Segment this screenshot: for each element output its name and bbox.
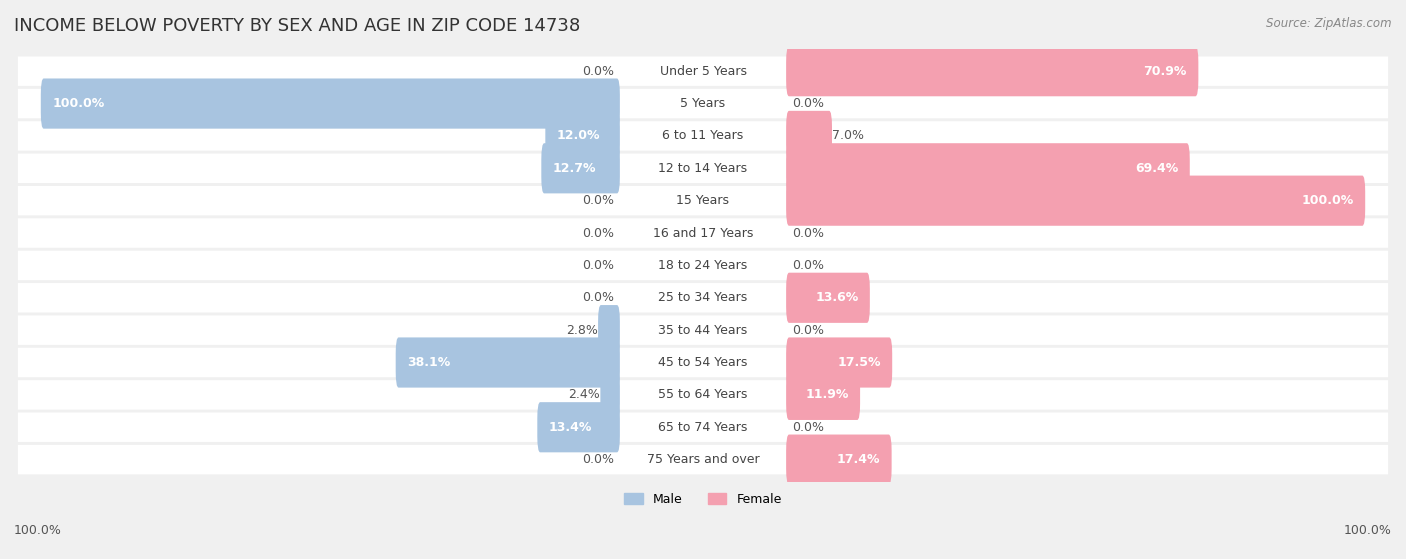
FancyBboxPatch shape xyxy=(41,78,620,129)
FancyBboxPatch shape xyxy=(18,219,1388,248)
Text: 100.0%: 100.0% xyxy=(1344,524,1392,537)
Text: 12 to 14 Years: 12 to 14 Years xyxy=(658,162,748,175)
Text: 17.4%: 17.4% xyxy=(837,453,880,466)
Text: 12.7%: 12.7% xyxy=(553,162,596,175)
Text: 0.0%: 0.0% xyxy=(582,226,614,240)
FancyBboxPatch shape xyxy=(18,348,1388,377)
Text: 13.4%: 13.4% xyxy=(548,421,592,434)
Text: 15 Years: 15 Years xyxy=(676,194,730,207)
FancyBboxPatch shape xyxy=(18,283,1388,312)
Text: 0.0%: 0.0% xyxy=(792,226,824,240)
FancyBboxPatch shape xyxy=(786,434,891,485)
FancyBboxPatch shape xyxy=(786,143,1189,193)
Text: 70.9%: 70.9% xyxy=(1143,65,1187,78)
FancyBboxPatch shape xyxy=(786,111,832,161)
Text: 17.5%: 17.5% xyxy=(837,356,880,369)
Text: 100.0%: 100.0% xyxy=(14,524,62,537)
Text: 100.0%: 100.0% xyxy=(52,97,104,110)
Text: 12.0%: 12.0% xyxy=(557,130,600,143)
FancyBboxPatch shape xyxy=(600,370,620,420)
Text: 5 Years: 5 Years xyxy=(681,97,725,110)
FancyBboxPatch shape xyxy=(786,176,1365,226)
FancyBboxPatch shape xyxy=(18,445,1388,475)
Text: 0.0%: 0.0% xyxy=(792,324,824,337)
Text: 0.0%: 0.0% xyxy=(582,291,614,304)
Text: INCOME BELOW POVERTY BY SEX AND AGE IN ZIP CODE 14738: INCOME BELOW POVERTY BY SEX AND AGE IN Z… xyxy=(14,17,581,35)
Text: Source: ZipAtlas.com: Source: ZipAtlas.com xyxy=(1267,17,1392,30)
Text: 7.0%: 7.0% xyxy=(832,130,865,143)
Text: 55 to 64 Years: 55 to 64 Years xyxy=(658,389,748,401)
Text: 11.9%: 11.9% xyxy=(806,389,849,401)
FancyBboxPatch shape xyxy=(395,338,620,387)
FancyBboxPatch shape xyxy=(786,46,1198,96)
Text: 38.1%: 38.1% xyxy=(408,356,450,369)
FancyBboxPatch shape xyxy=(18,186,1388,215)
Text: 0.0%: 0.0% xyxy=(582,259,614,272)
Text: 13.6%: 13.6% xyxy=(815,291,859,304)
Text: 0.0%: 0.0% xyxy=(792,421,824,434)
Text: 35 to 44 Years: 35 to 44 Years xyxy=(658,324,748,337)
FancyBboxPatch shape xyxy=(18,380,1388,410)
FancyBboxPatch shape xyxy=(18,250,1388,280)
FancyBboxPatch shape xyxy=(18,315,1388,345)
FancyBboxPatch shape xyxy=(786,338,893,387)
FancyBboxPatch shape xyxy=(537,402,620,452)
FancyBboxPatch shape xyxy=(18,413,1388,442)
Text: 2.4%: 2.4% xyxy=(568,389,600,401)
Text: 75 Years and over: 75 Years and over xyxy=(647,453,759,466)
Text: 0.0%: 0.0% xyxy=(792,97,824,110)
Text: 69.4%: 69.4% xyxy=(1135,162,1178,175)
FancyBboxPatch shape xyxy=(18,89,1388,119)
Text: 0.0%: 0.0% xyxy=(792,259,824,272)
FancyBboxPatch shape xyxy=(546,111,620,161)
Text: 65 to 74 Years: 65 to 74 Years xyxy=(658,421,748,434)
FancyBboxPatch shape xyxy=(18,56,1388,86)
Text: 0.0%: 0.0% xyxy=(582,453,614,466)
Text: Under 5 Years: Under 5 Years xyxy=(659,65,747,78)
Text: 16 and 17 Years: 16 and 17 Years xyxy=(652,226,754,240)
Text: 100.0%: 100.0% xyxy=(1302,194,1354,207)
Text: 45 to 54 Years: 45 to 54 Years xyxy=(658,356,748,369)
Text: 18 to 24 Years: 18 to 24 Years xyxy=(658,259,748,272)
Text: 6 to 11 Years: 6 to 11 Years xyxy=(662,130,744,143)
FancyBboxPatch shape xyxy=(18,154,1388,183)
Text: 25 to 34 Years: 25 to 34 Years xyxy=(658,291,748,304)
Legend: Male, Female: Male, Female xyxy=(619,487,787,511)
FancyBboxPatch shape xyxy=(786,273,870,323)
FancyBboxPatch shape xyxy=(18,121,1388,151)
Text: 0.0%: 0.0% xyxy=(582,65,614,78)
FancyBboxPatch shape xyxy=(786,370,860,420)
Text: 2.8%: 2.8% xyxy=(567,324,598,337)
FancyBboxPatch shape xyxy=(541,143,620,193)
FancyBboxPatch shape xyxy=(598,305,620,355)
Text: 0.0%: 0.0% xyxy=(582,194,614,207)
